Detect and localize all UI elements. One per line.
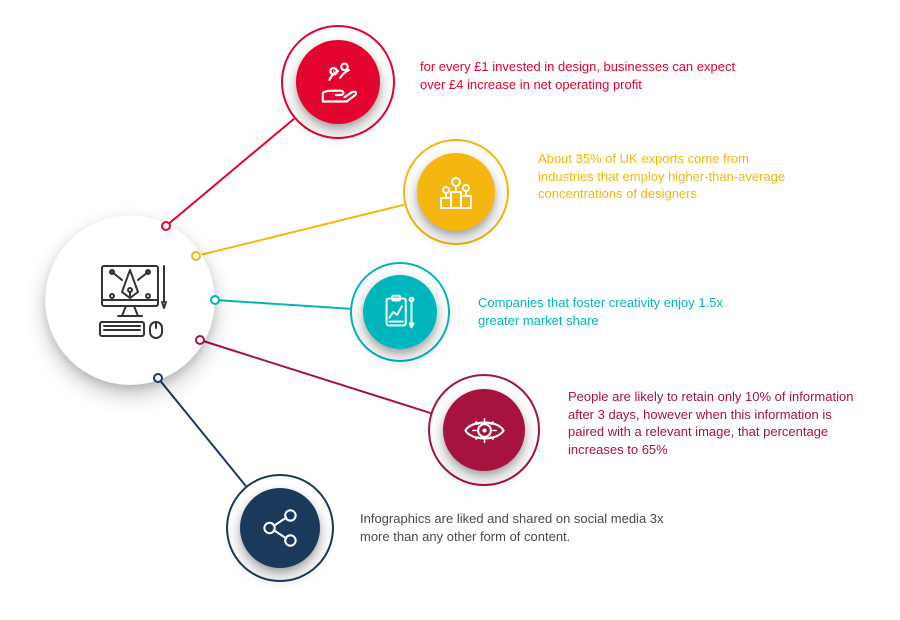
infographic-stage: £ for every £1 invested in design, busin… bbox=[0, 0, 900, 620]
caption-exports: About 35% of UK exports come from indust… bbox=[538, 150, 788, 203]
caption-profit: for every £1 invested in design, busines… bbox=[420, 58, 750, 93]
vision-gear-icon bbox=[443, 389, 525, 471]
caption-social: Infographics are liked and shared on soc… bbox=[360, 510, 670, 545]
node-exports bbox=[403, 139, 509, 245]
growth-hand-icon: £ bbox=[296, 40, 380, 124]
caption-retention: People are likely to retain only 10% of … bbox=[568, 388, 868, 458]
chart-clipboard-icon bbox=[363, 275, 437, 349]
connector-dot bbox=[161, 221, 171, 231]
caption-creativity: Companies that foster creativity enjoy 1… bbox=[478, 294, 738, 329]
podium-icon bbox=[417, 153, 495, 231]
connector-dot bbox=[191, 251, 201, 261]
node-creativity bbox=[350, 262, 450, 362]
node-retention bbox=[428, 374, 540, 486]
svg-text:£: £ bbox=[333, 69, 336, 75]
node-social bbox=[226, 474, 334, 582]
connector-dot bbox=[153, 373, 163, 383]
share-icon bbox=[240, 488, 320, 568]
design-workstation-icon bbox=[82, 252, 178, 348]
hub-circle bbox=[45, 215, 215, 385]
node-profit: £ bbox=[281, 25, 395, 139]
connector-dot bbox=[195, 335, 205, 345]
connector-dot bbox=[210, 295, 220, 305]
